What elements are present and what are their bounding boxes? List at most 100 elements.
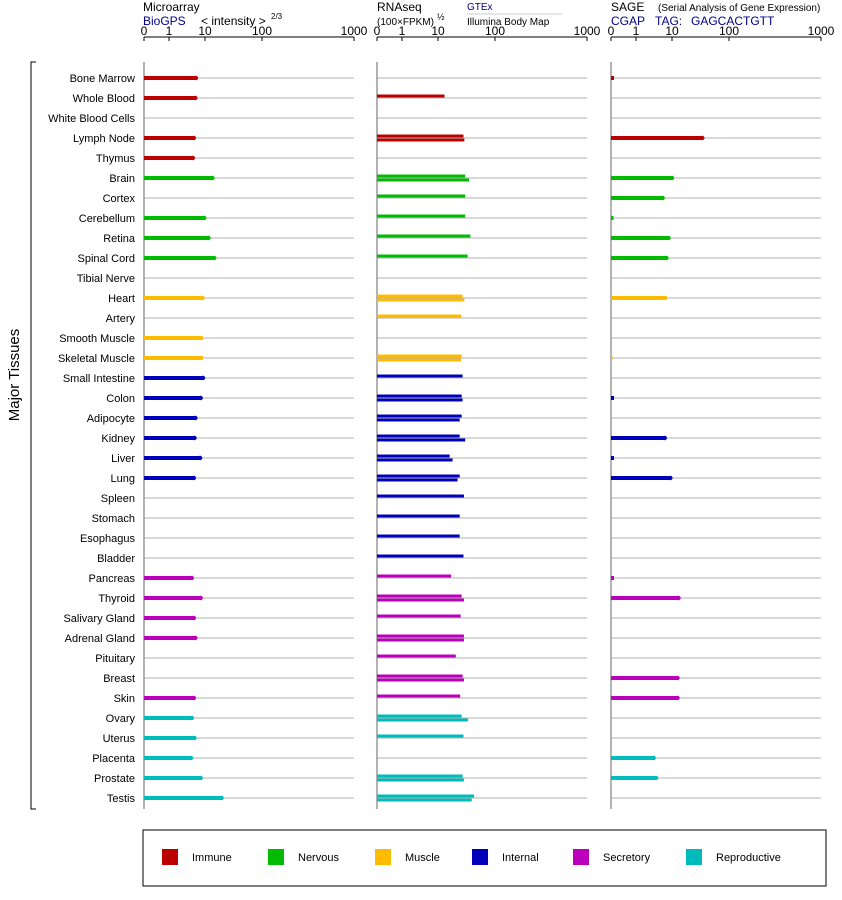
bar-cap (669, 175, 675, 181)
tick-label-0-2: 10 (198, 24, 212, 38)
bar-microarray-6 (144, 176, 213, 180)
bar-sage-36 (611, 776, 657, 780)
bar-microarray-37 (144, 796, 222, 800)
bar-rnaseq-12 (377, 294, 463, 298)
bar-rnaseq-29 (377, 634, 464, 638)
panel-source-detail-rnaseq: Illumina Body Map (467, 17, 550, 28)
panel-tag-sage: GAGCACTGTT (691, 14, 775, 28)
legend-label-secretory: Secretory (603, 852, 651, 864)
bar-cap (197, 455, 203, 461)
bar-rnaseq-19 (377, 438, 466, 442)
tissue-label: Bone Marrow (70, 73, 135, 85)
tissue-label: Tibial Nerve (77, 273, 135, 285)
bar-cap (210, 175, 215, 181)
bar-sage-8 (611, 216, 614, 220)
tick-label-1-2: 10 (431, 24, 445, 38)
bar-rnaseq-15 (377, 358, 462, 362)
bar-microarray-8 (144, 216, 205, 220)
bar-rnaseq-22 (377, 494, 464, 498)
bar-microarray-9 (144, 236, 209, 240)
tick-label-0-3: 100 (252, 24, 272, 38)
tick-label-2-1: 1 (633, 24, 640, 38)
bar-sage-19 (611, 436, 665, 440)
bar-rnaseq-26 (377, 574, 452, 578)
tick-label-1-1: 1 (399, 24, 406, 38)
tick-label-0-1: 1 (166, 24, 173, 38)
legend-label-immune: Immune (192, 852, 232, 864)
bar-microarray-28 (144, 616, 194, 620)
bar-rnaseq-31 (377, 678, 464, 682)
bar-microarray-36 (144, 776, 201, 780)
bar-cap (189, 575, 195, 581)
legend-label-reproductive: Reproductive (716, 852, 781, 864)
bar-microarray-21 (144, 476, 194, 480)
panel-scale-label-rnaseq: (100×FPKM) (377, 17, 434, 28)
bar-cap (199, 355, 204, 361)
bar-cap (651, 755, 656, 761)
bar-microarray-26 (144, 576, 192, 580)
panel-title-rnaseq: RNAseq (377, 0, 422, 14)
bar-rnaseq-10 (377, 254, 468, 258)
bar-cap (191, 135, 197, 141)
bar-rnaseq-15 (377, 354, 462, 358)
bar-rnaseq-27 (377, 598, 464, 602)
tissue-label: Esophagus (80, 533, 136, 545)
legend-label-internal: Internal (502, 852, 539, 864)
tissue-label: Ovary (106, 713, 136, 725)
bar-rnaseq-31 (377, 674, 463, 678)
tissue-label: Liver (111, 453, 135, 465)
bar-microarray-20 (144, 456, 201, 460)
bar-sage-35 (611, 756, 654, 760)
bar-sage-17 (611, 396, 614, 400)
bar-cap (653, 775, 659, 781)
tick-label-2-0: 0 (608, 24, 615, 38)
tissue-label: Artery (106, 313, 136, 325)
panel-axes: 0 1 10 100 1000 0 1 10 100 1000 0 1 10 100 1000 (141, 24, 835, 809)
bar-microarray-5 (144, 156, 193, 160)
bar-sage-31 (611, 676, 678, 680)
tick-label-1-0: 0 (374, 24, 381, 38)
legend-swatch-reproductive (686, 849, 702, 865)
legend-label-muscle: Muscle (405, 852, 440, 864)
bar-cap (188, 755, 194, 761)
bar-rnaseq-18 (377, 418, 460, 422)
tissue-label: Skin (114, 693, 135, 705)
bar-rnaseq-24 (377, 534, 460, 538)
bar-sage-20 (611, 456, 614, 460)
panel-title-sage: SAGE (611, 0, 644, 14)
tissue-label: Adrenal Gland (65, 633, 135, 645)
bar-rnaseq-36 (377, 774, 463, 778)
expression-bars (144, 75, 705, 802)
legend: Immune Nervous Muscle Internal Secretory Repr… (162, 849, 781, 865)
panel-tag-label-sage: TAG: (655, 14, 682, 28)
panel-source-rnaseq: GTEx (467, 2, 493, 13)
bar-microarray-19 (144, 436, 195, 440)
tissue-label: Bladder (97, 553, 135, 565)
bar-rnaseq-6 (377, 174, 466, 178)
bar-sage-26 (611, 576, 614, 580)
tissue-label: Lymph Node (73, 133, 135, 145)
tissue-label: Pituitary (95, 653, 135, 665)
tissue-label: Spinal Cord (78, 253, 135, 265)
bar-microarray-1 (144, 76, 196, 80)
bar-microarray-2 (144, 96, 196, 100)
tissue-label: Thyroid (98, 593, 135, 605)
bar-rnaseq-33 (377, 718, 468, 722)
tissue-label: White Blood Cells (48, 113, 135, 125)
bar-cap (191, 615, 197, 621)
bar-rnaseq-29 (377, 638, 464, 642)
bar-sage-7 (611, 196, 663, 200)
bar-rnaseq-7 (377, 194, 466, 198)
bar-rnaseq-21 (377, 474, 460, 478)
bar-cap (192, 735, 197, 741)
tick-label-2-4: 1000 (808, 24, 835, 38)
tissue-label: Small Intestine (63, 373, 135, 385)
tissue-label: Kidney (101, 433, 135, 445)
tissue-label: Testis (107, 793, 136, 805)
panel-scale-exponent-rnaseq: ½ (437, 12, 445, 22)
bar-sage-15 (611, 356, 613, 360)
bar-cap (193, 95, 198, 101)
bar-cap (664, 255, 669, 261)
bar-cap (668, 475, 673, 481)
bar-microarray-10 (144, 256, 215, 260)
